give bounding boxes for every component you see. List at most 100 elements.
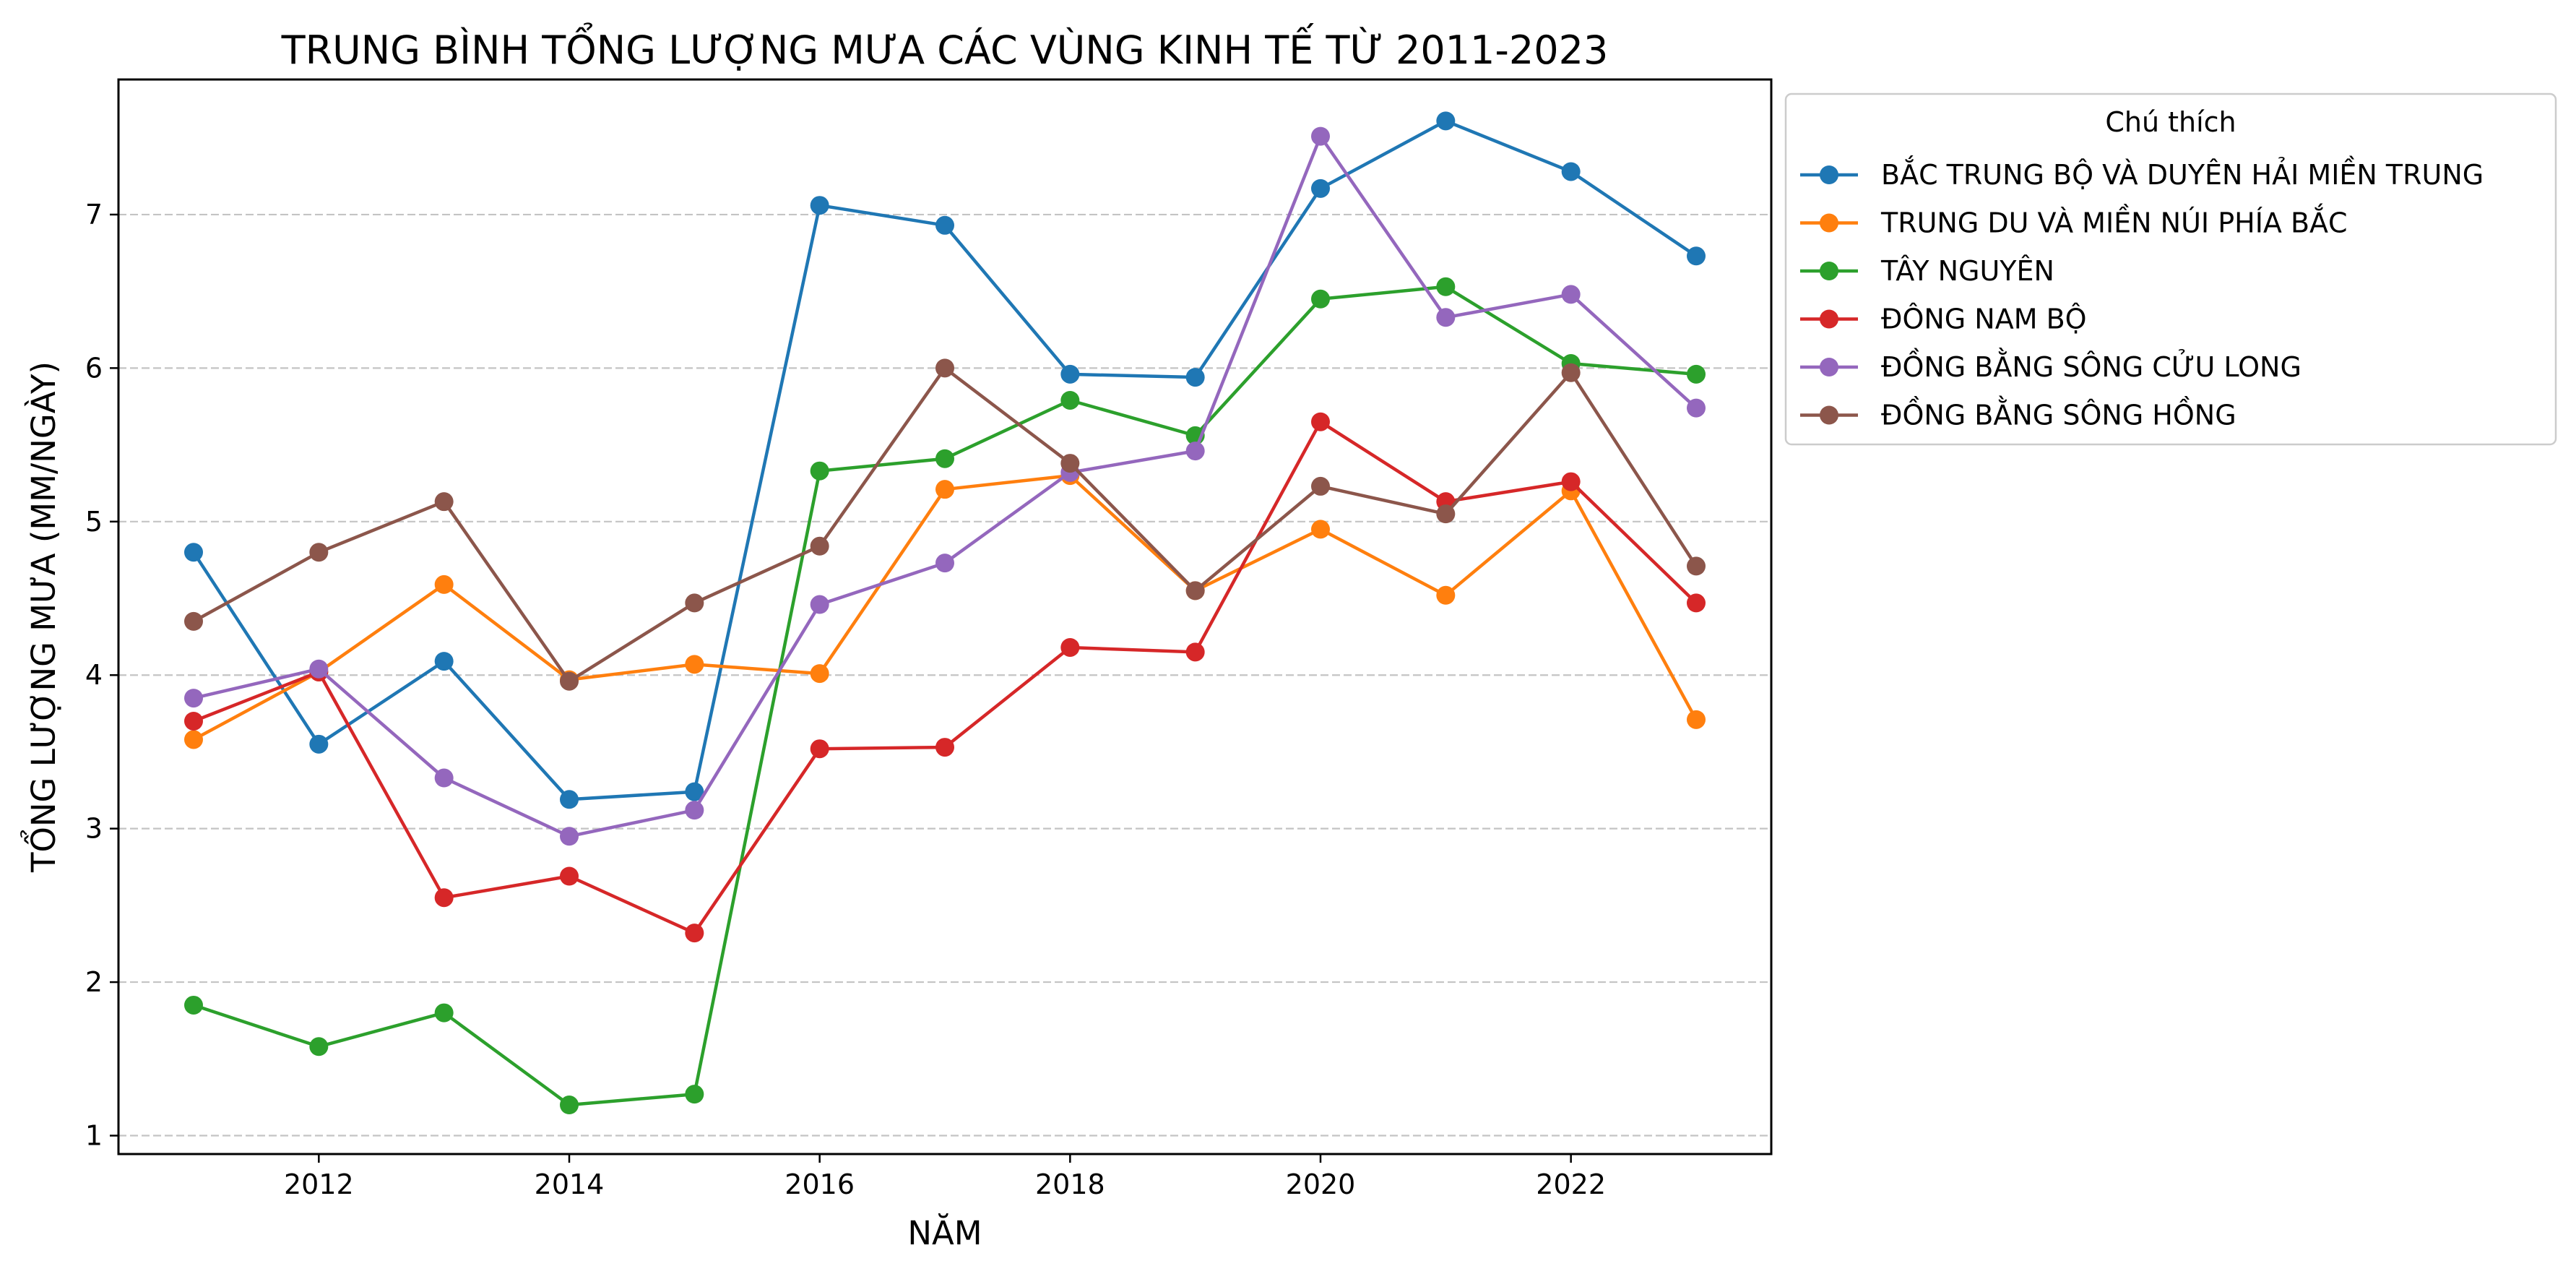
data-point	[1561, 162, 1581, 181]
legend-swatch-marker	[1820, 165, 1838, 184]
legend-label: ĐỒNG BẰNG SÔNG HỒNG	[1881, 397, 2236, 431]
x-tick-label: 2020	[1286, 1168, 1356, 1200]
data-point	[1060, 390, 1080, 410]
data-point	[309, 1037, 329, 1056]
axis-ticks: 1 2 3 4 5 6 7 2012 2014 2016 2018 2020 2022	[85, 199, 1606, 1200]
series-group	[184, 111, 1706, 1115]
y-tick-label: 3	[85, 813, 103, 845]
x-tick-label: 2018	[1035, 1168, 1105, 1200]
data-point	[935, 215, 954, 235]
data-point	[685, 801, 704, 820]
x-tick-label: 2016	[785, 1168, 855, 1200]
legend-item: BẮC TRUNG BỘ VÀ DUYÊN HẢI MIỀN TRUNG	[1800, 156, 2484, 191]
legend-swatch-marker	[1820, 213, 1838, 233]
y-tick-label: 5	[85, 506, 103, 538]
legend-item: TRUNG DU VÀ MIỀN NÚI PHÍA BẮC	[1800, 205, 2348, 239]
legend-item: TÂY NGUYÊN	[1800, 255, 2054, 287]
legend-label: ĐÔNG NAM BỘ	[1881, 304, 2087, 335]
data-point	[1436, 308, 1456, 327]
y-axis-label: TỔNG LƯỢNG MƯA (MM/NGÀY)	[21, 361, 63, 873]
legend-item: ĐÔNG NAM BỘ	[1800, 304, 2087, 335]
data-point	[1436, 585, 1456, 605]
data-point	[434, 888, 454, 908]
y-tick-label: 2	[85, 966, 103, 998]
x-tick-label: 2012	[284, 1168, 354, 1200]
data-point	[1311, 476, 1330, 496]
data-point	[1561, 285, 1581, 304]
data-point	[184, 730, 203, 749]
data-point	[1436, 504, 1456, 524]
data-point	[810, 536, 829, 556]
data-point	[184, 543, 203, 562]
legend-items: BẮC TRUNG BỘ VÀ DUYÊN HẢI MIỀN TRUNG TRUN…	[1800, 156, 2484, 431]
data-point	[184, 689, 203, 708]
y-tick-label: 7	[85, 199, 103, 231]
data-point	[1185, 368, 1205, 387]
data-point	[1060, 454, 1080, 473]
series-1	[184, 111, 1706, 809]
data-point	[1687, 710, 1706, 729]
legend-swatch-marker	[1820, 405, 1838, 425]
legend-label: BẮC TRUNG BỘ VÀ DUYÊN HẢI MIỀN TRUNG	[1881, 156, 2484, 191]
data-point	[1311, 520, 1330, 539]
data-point	[935, 554, 954, 573]
data-point	[810, 664, 829, 684]
data-point	[810, 461, 829, 481]
x-axis-label: NĂM	[907, 1214, 982, 1252]
data-point	[434, 492, 454, 512]
data-point	[1311, 178, 1330, 198]
legend-label: TRUNG DU VÀ MIỀN NÚI PHÍA BẮC	[1880, 205, 2348, 239]
data-point	[184, 611, 203, 631]
data-point	[685, 1085, 704, 1104]
data-point	[1561, 472, 1581, 491]
data-point	[1060, 637, 1080, 657]
data-point	[935, 358, 954, 378]
data-point	[685, 593, 704, 613]
chart-title: TRUNG BÌNH TỔNG LƯỢNG MƯA CÁC VÙNG KINH …	[281, 23, 1609, 73]
data-point	[935, 449, 954, 468]
data-point	[1185, 442, 1205, 461]
legend-box	[1784, 92, 2557, 446]
data-point	[810, 595, 829, 614]
data-point	[685, 782, 704, 801]
data-point	[1687, 556, 1706, 576]
data-point	[560, 1096, 579, 1115]
data-point	[309, 659, 329, 679]
data-point	[1687, 398, 1706, 418]
data-point	[935, 738, 954, 757]
data-point	[434, 1003, 454, 1023]
legend-swatch-marker	[1820, 262, 1838, 280]
data-point	[309, 543, 329, 562]
data-point	[685, 924, 704, 943]
plot-frame	[117, 78, 1773, 1155]
data-point	[1687, 364, 1706, 384]
x-tick-label: 2022	[1536, 1168, 1606, 1200]
data-point	[1185, 581, 1205, 601]
data-point	[810, 196, 829, 215]
legend-label: TÂY NGUYÊN	[1880, 255, 2054, 287]
legend-swatch-marker	[1820, 309, 1838, 329]
legend-item: ĐỒNG BẰNG SÔNG CỬU LONG	[1800, 348, 2301, 383]
data-point	[560, 866, 579, 886]
legend-item: ĐỒNG BẰNG SÔNG HỒNG	[1800, 397, 2236, 431]
legend: Chú thích BẮC TRUNG BỘ VÀ DUYÊN HẢI MIỀN…	[1784, 92, 2557, 446]
data-point	[560, 827, 579, 846]
legend-label: ĐỒNG BẰNG SÔNG CỬU LONG	[1881, 348, 2301, 383]
data-point	[1311, 289, 1330, 309]
data-point	[184, 711, 203, 731]
data-point	[1060, 364, 1080, 384]
data-point	[560, 671, 579, 691]
data-point	[1687, 246, 1706, 266]
data-point	[434, 652, 454, 671]
data-point	[1436, 111, 1456, 131]
data-point	[1561, 363, 1581, 382]
series-5	[184, 126, 1706, 846]
data-point	[434, 768, 454, 788]
data-point	[1687, 593, 1706, 613]
data-point	[184, 995, 203, 1015]
data-point	[1311, 412, 1330, 431]
data-point	[309, 734, 329, 754]
data-point	[810, 739, 829, 759]
data-point	[560, 790, 579, 809]
